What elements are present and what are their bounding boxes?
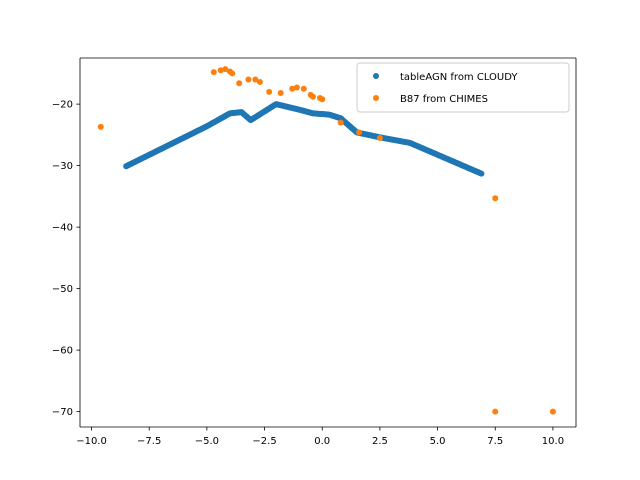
x-tick-label: 10.0	[542, 436, 564, 447]
data-point	[478, 170, 485, 177]
data-point	[217, 67, 224, 74]
x-tick-label: −10.0	[76, 436, 107, 447]
data-point	[266, 88, 273, 95]
data-point	[97, 123, 104, 130]
legend-marker	[373, 95, 379, 101]
legend-label: B87 from CHIMES	[400, 94, 488, 105]
y-tick-label: −50	[52, 284, 73, 295]
data-point	[549, 408, 556, 415]
data-point	[277, 90, 284, 97]
y-tick-label: −20	[52, 100, 73, 111]
legend-marker	[373, 73, 379, 79]
series-tableagn-points	[123, 101, 485, 177]
data-point	[300, 85, 307, 92]
data-point	[289, 85, 296, 92]
y-tick-label: −70	[52, 407, 73, 418]
x-tick-label: 7.5	[487, 436, 503, 447]
data-point	[210, 69, 217, 76]
series-layer	[97, 66, 556, 415]
axes-layer: −10.0 −7.5 −5.0 −2.5 0.0 2.5 5.0 7.5 10.0 −70 −60 −…	[52, 57, 577, 447]
legend-frame	[356, 62, 570, 113]
legend: tableAGN from CLOUDY B87 from CHIMES	[356, 62, 570, 113]
y-tick-label: −40	[52, 223, 73, 234]
x-tick-label: −2.5	[252, 436, 276, 447]
y-tick-label: −30	[52, 161, 73, 172]
data-point	[492, 408, 499, 415]
data-point	[229, 70, 236, 77]
data-point	[337, 119, 344, 126]
data-point	[245, 76, 252, 83]
x-tick-label: −7.5	[137, 436, 161, 447]
x-tick-label: 5.0	[430, 436, 446, 447]
data-point	[319, 96, 326, 103]
data-point	[222, 66, 229, 73]
data-point	[376, 134, 383, 141]
data-point	[236, 80, 243, 87]
data-point	[293, 84, 300, 91]
y-tick-label: −60	[52, 346, 73, 357]
plot-area-background	[80, 58, 576, 427]
data-point	[492, 195, 499, 202]
x-tick-label: −5.0	[195, 436, 219, 447]
data-point	[256, 78, 263, 85]
x-tick-label: 0.0	[314, 436, 330, 447]
x-tick-label: 2.5	[372, 436, 388, 447]
data-point	[310, 93, 317, 100]
series-b87-points	[97, 66, 556, 415]
data-point	[356, 129, 363, 136]
legend-label: tableAGN from CLOUDY	[400, 72, 518, 83]
data-point	[252, 76, 259, 83]
